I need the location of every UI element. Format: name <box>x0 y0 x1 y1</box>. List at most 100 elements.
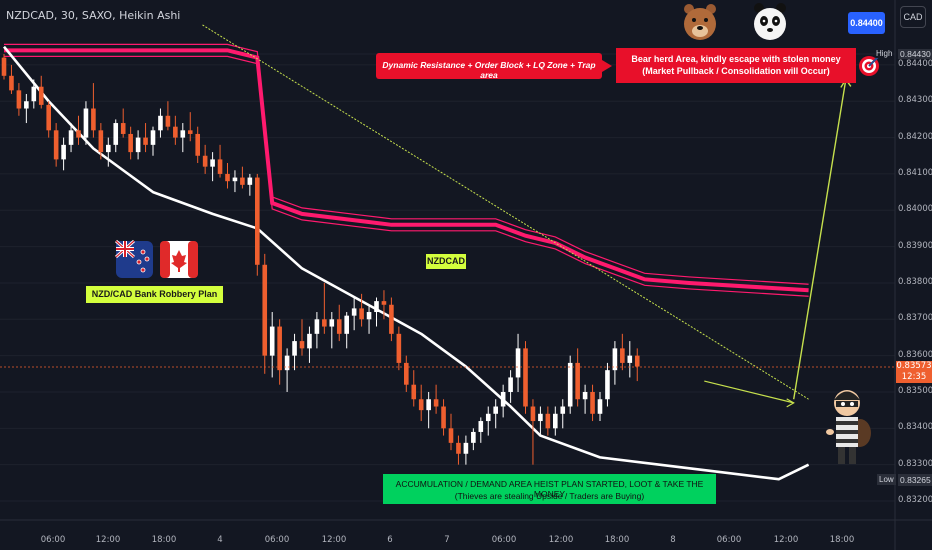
candle-body-55 <box>411 384 417 400</box>
candle-body-0 <box>1 57 7 76</box>
price-tick-label: 0.84000 <box>898 204 932 215</box>
projection-arrow-right-head <box>786 398 795 408</box>
candle-body-7 <box>53 130 59 160</box>
candle-body-45 <box>336 319 342 334</box>
thief-character-icon <box>826 390 871 464</box>
panda-face-icon <box>754 3 786 40</box>
low-label: Low <box>877 474 896 485</box>
candle-body-5 <box>38 86 44 105</box>
candle-body-84 <box>627 355 633 363</box>
candle-body-13 <box>98 130 104 153</box>
pair-label-box <box>426 254 466 269</box>
price-tick-label: 0.84200 <box>898 131 932 142</box>
candle-body-77 <box>575 362 580 400</box>
candle-body-40 <box>299 341 305 349</box>
time-tick-label: 12:00 <box>321 535 347 545</box>
candle-body-44 <box>329 319 335 327</box>
time-tick-label: 06:00 <box>716 535 742 545</box>
time-tick-label: 18:00 <box>604 535 630 545</box>
candle-body-68 <box>508 377 513 392</box>
projection-arrows <box>704 78 852 408</box>
candle-body-6 <box>46 104 51 131</box>
candle-body-65 <box>485 413 491 422</box>
candle-body-51 <box>381 301 387 305</box>
candle-body-62 <box>463 442 469 454</box>
candle-body-19 <box>143 137 148 145</box>
bear-area-text-line2: (Market Pullback / Consolidation will Oc… <box>642 66 830 76</box>
candle-body-82 <box>612 348 618 371</box>
candle-body-74 <box>553 413 558 429</box>
time-tick-label: 18:00 <box>829 535 855 545</box>
price-tick-label: 0.83700 <box>898 313 932 324</box>
time-tick-label: 06:00 <box>40 535 66 545</box>
candle-body-27 <box>202 155 208 167</box>
candle-body-83 <box>620 348 625 363</box>
candle-body-15 <box>113 123 119 145</box>
candle-body-28 <box>210 159 215 167</box>
candle-body-56 <box>418 399 424 411</box>
accumulation-text-line2: (Thieves are stealing Upside / Traders a… <box>454 491 645 501</box>
time-tick-label: 7 <box>444 535 450 545</box>
candle-body-10 <box>76 130 81 138</box>
accumulation-box <box>383 474 716 504</box>
candle-body-64 <box>478 421 484 432</box>
candle-body-80 <box>597 399 603 414</box>
candle-body-35 <box>262 264 268 356</box>
bar-countdown: 12:35 <box>901 372 927 382</box>
candle-body-17 <box>128 133 133 153</box>
projection-arrow-right <box>704 380 794 404</box>
candle-body-29 <box>217 159 223 174</box>
plan-label-text: NZD/CAD Bank Robbery Plan <box>91 289 218 299</box>
resistance-label-pointer <box>602 60 612 72</box>
candle-body-2 <box>16 90 22 109</box>
candle-body-59 <box>441 406 446 429</box>
time-tick-label: 12:00 <box>548 535 574 545</box>
price-tick-label: 0.84400 <box>898 58 932 69</box>
candle-body-63 <box>471 431 476 443</box>
moving-average-path <box>2 45 810 481</box>
candle-body-52 <box>389 304 394 334</box>
candle-body-9 <box>68 130 74 145</box>
price-tick-label: 0.83800 <box>898 276 932 287</box>
bear-area-box <box>616 48 856 83</box>
candle-body-57 <box>426 399 431 411</box>
canada-flag-icon <box>160 241 198 278</box>
currency-button[interactable]: CAD <box>900 6 926 28</box>
candle-body-34 <box>255 177 260 265</box>
candle-body-53 <box>396 333 402 363</box>
candle-body-36 <box>269 326 275 356</box>
candle-body-21 <box>158 115 163 131</box>
current-price-tag: 0.83573 12:35 <box>896 361 932 383</box>
candle-body-61 <box>456 442 461 454</box>
candle-body-67 <box>500 391 506 407</box>
candle-body-58 <box>433 399 439 407</box>
time-tick-label: 12:00 <box>773 535 799 545</box>
symbol-header: NZDCAD, 30, SAXO, Heikin Ashi <box>6 9 181 22</box>
candle-body-33 <box>247 177 253 185</box>
resistance-center-line <box>4 48 809 293</box>
candle-body-1 <box>9 75 14 91</box>
time-tick-label: 12:00 <box>95 535 121 545</box>
plan-box <box>86 286 223 303</box>
resistance-label-box <box>376 53 602 79</box>
bear-face-icon <box>684 4 716 40</box>
candle-body-85 <box>634 355 640 367</box>
candle-body-72 <box>538 413 543 422</box>
candle-body-24 <box>180 130 186 138</box>
candle-body-37 <box>277 326 282 371</box>
candle-body-4 <box>31 86 37 102</box>
high-label: High <box>876 49 893 58</box>
candle-body-70 <box>523 348 528 407</box>
candle-body-79 <box>590 391 595 414</box>
price-tick-label: 0.83500 <box>898 385 932 396</box>
time-tick-label: 6 <box>387 535 393 545</box>
candle-body-69 <box>515 348 521 378</box>
price-tick-label: 0.84100 <box>898 167 932 178</box>
accumulation-text-line1: ACCUMULATION / DEMAND AREA HEIST PLAN ST… <box>395 479 704 499</box>
candle-body-30 <box>225 173 230 182</box>
price-tick-label: 0.83300 <box>898 458 932 469</box>
candle-body-75 <box>560 406 566 414</box>
candle-body-41 <box>307 333 312 349</box>
candle-body-43 <box>322 319 327 327</box>
